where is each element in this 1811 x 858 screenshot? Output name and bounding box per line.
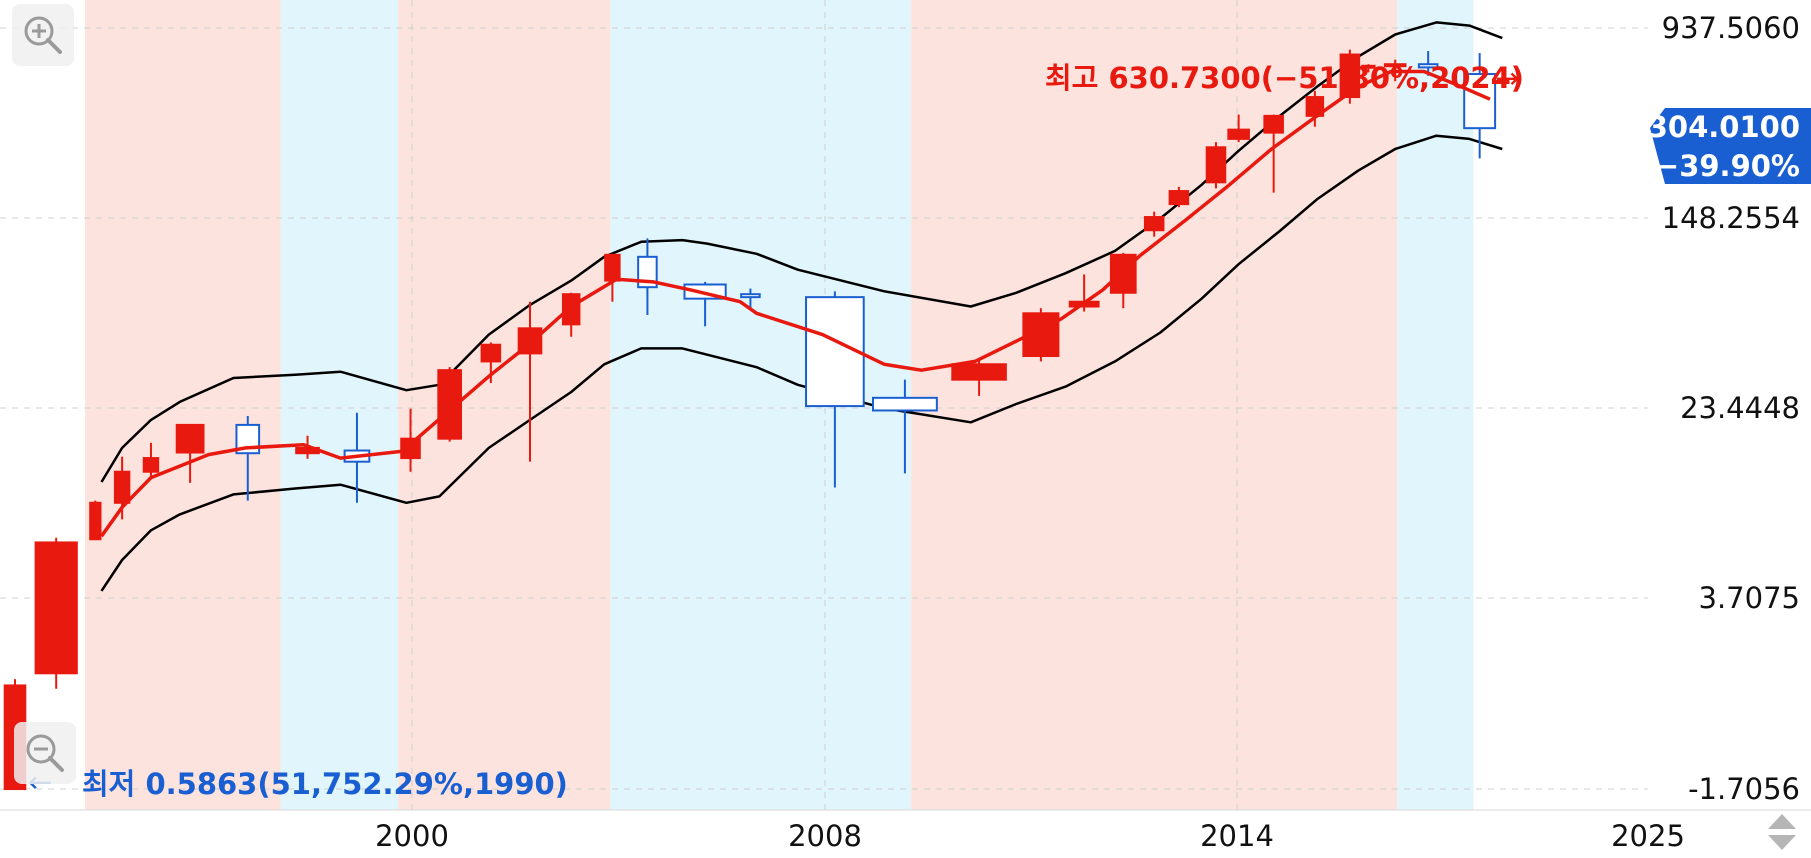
x-tick-label: 2014 bbox=[1200, 819, 1274, 853]
y-tick-label: 148.2554 bbox=[1662, 201, 1800, 235]
candle bbox=[561, 292, 581, 337]
candle bbox=[480, 342, 502, 384]
phase-band-down bbox=[610, 0, 912, 810]
y-axis: 937.5060 148.2554 23.4448 3.7075 -1.7056 bbox=[1662, 11, 1800, 806]
candle bbox=[871, 379, 938, 474]
phase-band-down bbox=[1397, 0, 1474, 810]
candle-body bbox=[1227, 128, 1250, 140]
candle-body bbox=[871, 396, 938, 412]
y-tick-label: -1.7056 bbox=[1688, 772, 1800, 806]
candle bbox=[142, 442, 160, 476]
y-tick-label: 937.5060 bbox=[1662, 11, 1800, 45]
y-tick-label: 23.4448 bbox=[1680, 391, 1800, 425]
candle bbox=[951, 358, 1007, 396]
high-arrow-icon: → bbox=[1495, 61, 1519, 95]
candlesticks bbox=[3, 49, 1497, 791]
candle-body bbox=[951, 363, 1007, 381]
envelope-lower-line bbox=[100, 134, 1503, 592]
candle bbox=[1143, 211, 1165, 237]
candle-body bbox=[1263, 114, 1284, 134]
candle-body bbox=[1417, 63, 1439, 69]
high-annotation: 최고 630.7300(−51.80%,2024) → bbox=[1045, 61, 1524, 95]
zoom-out-button[interactable] bbox=[14, 722, 76, 784]
high-price-label: 최고 630.7300(−51.80%,2024) bbox=[1045, 61, 1524, 95]
price-tag-background bbox=[1650, 108, 1811, 184]
y-tick-label: 3.7075 bbox=[1699, 581, 1800, 615]
envelope-upper-line bbox=[100, 21, 1503, 483]
candle bbox=[1022, 308, 1060, 362]
candle-body bbox=[175, 423, 205, 454]
zoom-in-icon bbox=[24, 16, 62, 54]
candle-body bbox=[113, 470, 131, 504]
x-tick-label: 2008 bbox=[788, 819, 862, 853]
candle bbox=[1263, 114, 1284, 193]
candle-body bbox=[142, 457, 160, 473]
market-phase-bands bbox=[85, 0, 1474, 810]
candle bbox=[1168, 186, 1190, 208]
candle-body bbox=[740, 293, 761, 299]
candle-body bbox=[1339, 53, 1361, 99]
candle-body bbox=[604, 253, 621, 282]
candle-body bbox=[437, 369, 462, 440]
low-annotation: ← 최저 0.5863(51,752.29%,1990) bbox=[28, 765, 568, 801]
candle bbox=[175, 423, 205, 483]
candle bbox=[1463, 53, 1497, 159]
candle-body bbox=[1361, 64, 1376, 69]
candle-body bbox=[1463, 73, 1497, 130]
current-price-tag: 304.0100 −39.90% bbox=[1648, 108, 1811, 184]
candle-body bbox=[1168, 190, 1190, 206]
scroll-control[interactable] bbox=[1762, 810, 1802, 854]
candle bbox=[1361, 64, 1376, 73]
candle bbox=[1205, 142, 1227, 189]
candle-body bbox=[89, 501, 102, 541]
phase-band-up bbox=[398, 0, 611, 810]
candle-body bbox=[1383, 63, 1407, 68]
moving-average bbox=[100, 69, 1491, 538]
current-price: 304.0100 bbox=[1648, 110, 1800, 144]
zoom-in-button[interactable] bbox=[12, 4, 74, 66]
candle-body bbox=[1109, 253, 1137, 294]
phase-band-down bbox=[280, 0, 399, 810]
x-axis: 2000 2008 2014 2025 bbox=[375, 819, 1685, 853]
up-down-arrows-icon bbox=[1768, 814, 1796, 850]
candle bbox=[400, 408, 421, 472]
candle-body bbox=[480, 343, 502, 363]
candle-body bbox=[1022, 312, 1060, 358]
low-price-label: 최저 0.5863(51,752.29%,1990) bbox=[82, 767, 568, 801]
candle bbox=[437, 367, 462, 442]
x-tick-label: 2000 bbox=[375, 819, 449, 853]
candle-body bbox=[561, 293, 581, 326]
candle bbox=[89, 500, 102, 541]
candle bbox=[34, 537, 78, 689]
candle-body bbox=[1205, 146, 1227, 184]
moving-average-line bbox=[100, 69, 1491, 538]
candle bbox=[1227, 114, 1250, 143]
zoom-out-icon bbox=[26, 734, 64, 772]
envelope-bands bbox=[100, 21, 1503, 592]
candle bbox=[604, 253, 621, 302]
candle-body bbox=[1143, 216, 1165, 232]
candle bbox=[740, 288, 761, 310]
current-change: −39.90% bbox=[1655, 149, 1800, 183]
phase-band-up bbox=[911, 0, 1398, 810]
phase-band-up bbox=[85, 0, 281, 810]
candle-body bbox=[400, 437, 421, 460]
x-tick-label: 2025 bbox=[1611, 819, 1685, 853]
candle-body bbox=[34, 541, 78, 675]
